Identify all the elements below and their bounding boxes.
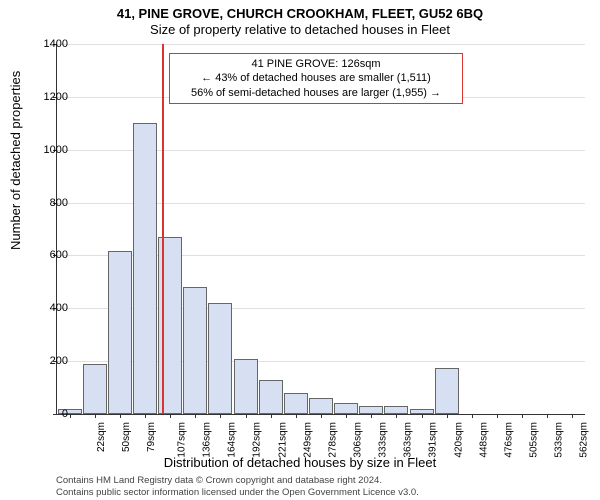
xtick-label: 391sqm xyxy=(428,422,439,458)
xtick-label: 136sqm xyxy=(202,422,213,458)
xtick-label: 192sqm xyxy=(252,422,263,458)
annotation-line: 56% of semi-detached houses are larger (… xyxy=(176,86,456,100)
xtick-mark xyxy=(195,414,196,418)
histogram-bar xyxy=(359,406,383,414)
xtick-label: 221sqm xyxy=(277,422,288,458)
reference-line xyxy=(162,44,164,414)
footer-line-1: Contains HM Land Registry data © Crown c… xyxy=(56,475,419,486)
histogram-bar xyxy=(183,287,207,414)
chart-title-main: 41, PINE GROVE, CHURCH CROOKHAM, FLEET, … xyxy=(0,6,600,21)
ytick-mark xyxy=(53,414,57,415)
gridline xyxy=(57,44,585,45)
histogram-bar xyxy=(309,398,333,414)
histogram-bar xyxy=(83,364,107,414)
histogram-bar xyxy=(435,368,459,414)
xtick-mark xyxy=(346,414,347,418)
histogram-bar xyxy=(284,393,308,414)
xtick-label: 79sqm xyxy=(146,422,157,452)
ytick-label: 0 xyxy=(62,408,68,420)
histogram-bar xyxy=(133,123,157,414)
xtick-mark xyxy=(572,414,573,418)
plot-area: 41 PINE GROVE: 126sqm← 43% of detached h… xyxy=(56,44,585,415)
histogram-chart: 41, PINE GROVE, CHURCH CROOKHAM, FLEET, … xyxy=(0,0,600,500)
xtick-label: 278sqm xyxy=(327,422,338,458)
xtick-label: 22sqm xyxy=(96,422,107,452)
xtick-label: 363sqm xyxy=(403,422,414,458)
xtick-label: 107sqm xyxy=(177,422,188,458)
ytick-label: 1000 xyxy=(44,144,68,156)
xtick-mark xyxy=(95,414,96,418)
ytick-label: 800 xyxy=(50,197,68,209)
xtick-label: 476sqm xyxy=(503,422,514,458)
chart-footer: Contains HM Land Registry data © Crown c… xyxy=(56,475,419,498)
annotation-box: 41 PINE GROVE: 126sqm← 43% of detached h… xyxy=(169,53,463,104)
xtick-mark xyxy=(547,414,548,418)
xtick-mark xyxy=(296,414,297,418)
xtick-mark xyxy=(497,414,498,418)
ytick-label: 200 xyxy=(50,355,68,367)
xtick-mark xyxy=(70,414,71,418)
xtick-label: 448sqm xyxy=(478,422,489,458)
xtick-mark xyxy=(422,414,423,418)
xtick-mark xyxy=(447,414,448,418)
xtick-label: 505sqm xyxy=(529,422,540,458)
xtick-label: 533sqm xyxy=(554,422,565,458)
xtick-label: 420sqm xyxy=(453,422,464,458)
xtick-label: 306sqm xyxy=(353,422,364,458)
xtick-mark xyxy=(246,414,247,418)
chart-title-sub: Size of property relative to detached ho… xyxy=(0,22,600,37)
xtick-mark xyxy=(522,414,523,418)
xtick-mark xyxy=(321,414,322,418)
xtick-mark xyxy=(396,414,397,418)
xtick-mark xyxy=(145,414,146,418)
histogram-bar xyxy=(334,403,358,414)
histogram-bar xyxy=(234,359,258,415)
xtick-label: 164sqm xyxy=(227,422,238,458)
annotation-line: 41 PINE GROVE: 126sqm xyxy=(176,57,456,71)
xtick-label: 50sqm xyxy=(121,422,132,452)
annotation-line: ← 43% of detached houses are smaller (1,… xyxy=(176,71,456,85)
xtick-mark xyxy=(170,414,171,418)
xtick-mark xyxy=(371,414,372,418)
ytick-label: 600 xyxy=(50,249,68,261)
xtick-mark xyxy=(472,414,473,418)
histogram-bar xyxy=(259,380,283,414)
xtick-label: 249sqm xyxy=(302,422,313,458)
histogram-bar xyxy=(208,303,232,414)
xtick-label: 333sqm xyxy=(378,422,389,458)
footer-line-2: Contains public sector information licen… xyxy=(56,487,419,498)
ytick-label: 400 xyxy=(50,302,68,314)
xtick-mark xyxy=(220,414,221,418)
xtick-mark xyxy=(271,414,272,418)
ytick-label: 1400 xyxy=(44,38,68,50)
y-axis-label: Number of detached properties xyxy=(8,71,23,250)
xtick-label: 562sqm xyxy=(579,422,590,458)
histogram-bar xyxy=(108,251,132,414)
xtick-mark xyxy=(120,414,121,418)
histogram-bar xyxy=(384,406,408,414)
ytick-label: 1200 xyxy=(44,91,68,103)
